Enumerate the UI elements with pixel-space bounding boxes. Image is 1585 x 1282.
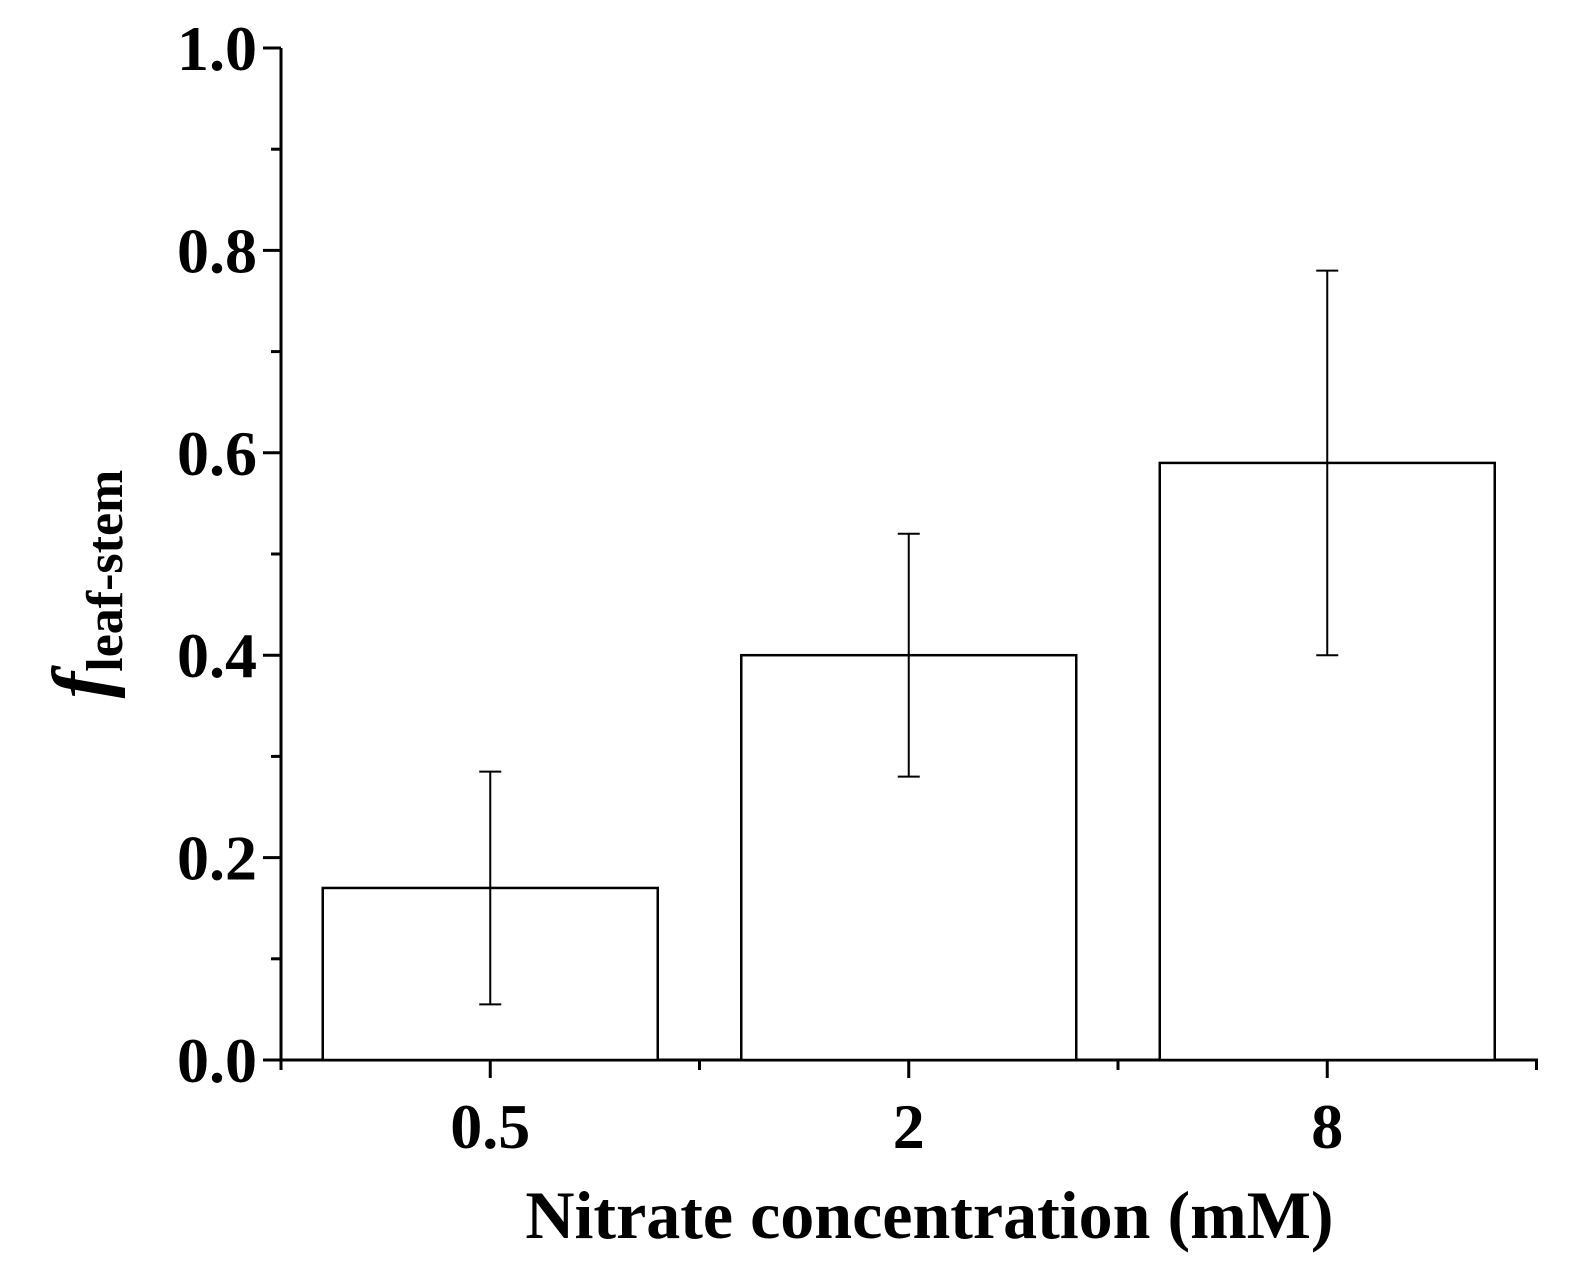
y-tick-label: 0.2 bbox=[177, 823, 257, 894]
y-tick-label: 0.0 bbox=[177, 1025, 257, 1096]
x-ticks-group: 0.5 2 8 bbox=[279, 1060, 1538, 1162]
x-tick-label: 2 bbox=[893, 1091, 925, 1162]
bars-group bbox=[321, 461, 1496, 1062]
x-axis-title: Nitrate concentration (mM) bbox=[525, 1177, 1333, 1253]
y-ticks-group: 0.0 0.2 0.4 0.6 0.8 1.0 bbox=[177, 13, 281, 1096]
y-tick-label: 0.8 bbox=[177, 215, 257, 286]
y-tick-label: 0.4 bbox=[177, 620, 257, 691]
x-tick-label: 0.5 bbox=[450, 1091, 530, 1162]
error-bars-group bbox=[479, 269, 1339, 1006]
y-tick-label: 0.6 bbox=[177, 418, 257, 489]
y-axis-title-subscript: leaf-stem bbox=[77, 470, 134, 672]
x-tick-label: 8 bbox=[1311, 1091, 1343, 1162]
y-tick-label: 1.0 bbox=[177, 13, 257, 84]
y-axis-title: fleaf-stem bbox=[38, 470, 134, 699]
